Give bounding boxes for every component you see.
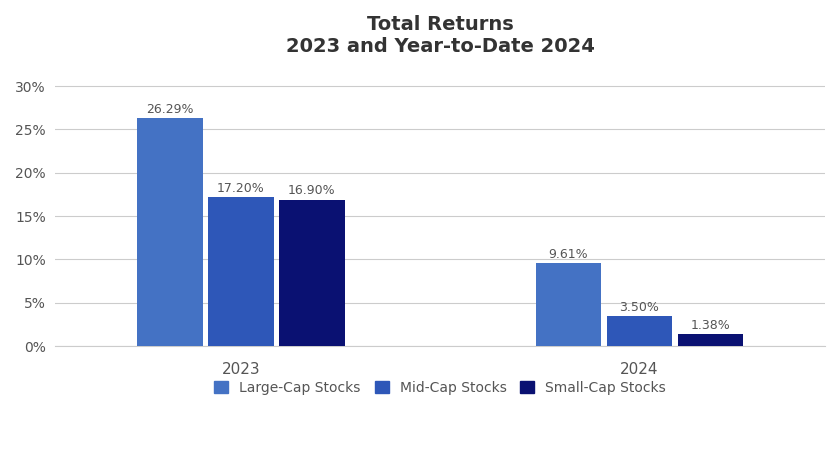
Text: 3.50%: 3.50%	[620, 301, 659, 314]
Text: 9.61%: 9.61%	[549, 248, 588, 261]
Text: 2024: 2024	[620, 362, 659, 377]
Text: 16.90%: 16.90%	[288, 185, 336, 197]
Bar	[536, 263, 601, 346]
Bar	[208, 197, 274, 346]
Text: 1.38%: 1.38%	[690, 319, 730, 332]
Legend: Large-Cap Stocks, Mid-Cap Stocks, Small-Cap Stocks: Large-Cap Stocks, Mid-Cap Stocks, Small-…	[209, 375, 672, 400]
Text: 17.20%: 17.20%	[218, 182, 265, 195]
Text: 26.29%: 26.29%	[146, 103, 194, 116]
Bar	[678, 334, 743, 346]
Bar	[279, 200, 344, 346]
Title: Total Returns
2023 and Year-to-Date 2024: Total Returns 2023 and Year-to-Date 2024	[286, 15, 595, 56]
Text: 2023: 2023	[222, 362, 260, 377]
Bar	[606, 316, 672, 346]
Bar	[137, 118, 202, 346]
